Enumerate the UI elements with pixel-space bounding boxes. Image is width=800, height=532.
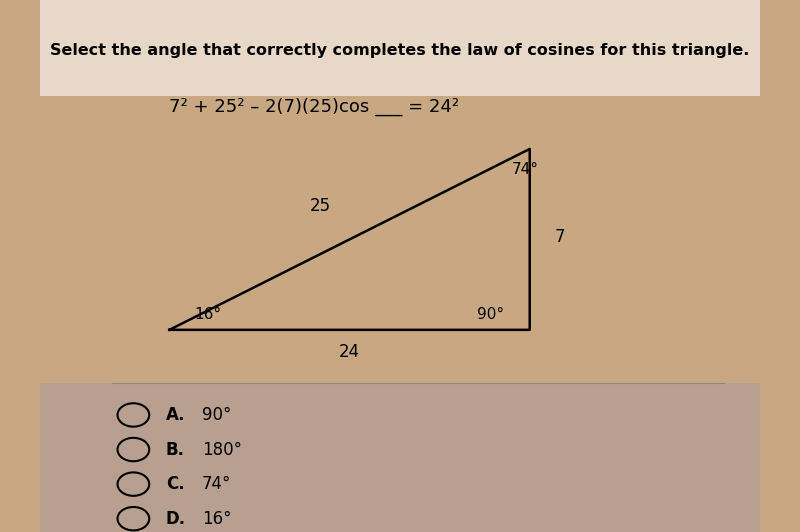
- Text: D.: D.: [166, 510, 186, 528]
- FancyBboxPatch shape: [40, 383, 760, 532]
- Text: 7² + 25² – 2(7)(25)cos ___ = 24²: 7² + 25² – 2(7)(25)cos ___ = 24²: [170, 97, 459, 115]
- Text: 74°: 74°: [512, 162, 538, 177]
- Text: 90°: 90°: [478, 307, 505, 322]
- Text: A.: A.: [166, 406, 186, 424]
- Text: 90°: 90°: [202, 406, 231, 424]
- Text: 180°: 180°: [202, 440, 242, 459]
- Text: 16°: 16°: [202, 510, 231, 528]
- FancyBboxPatch shape: [40, 0, 760, 96]
- Text: 24: 24: [339, 343, 360, 361]
- Text: 7: 7: [555, 228, 566, 246]
- Text: C.: C.: [166, 475, 185, 493]
- Text: B.: B.: [166, 440, 185, 459]
- Text: Select the angle that correctly completes the law of cosines for this triangle.: Select the angle that correctly complete…: [50, 43, 750, 58]
- Text: 16°: 16°: [194, 307, 222, 322]
- Text: 74°: 74°: [202, 475, 231, 493]
- Text: 25: 25: [310, 197, 331, 215]
